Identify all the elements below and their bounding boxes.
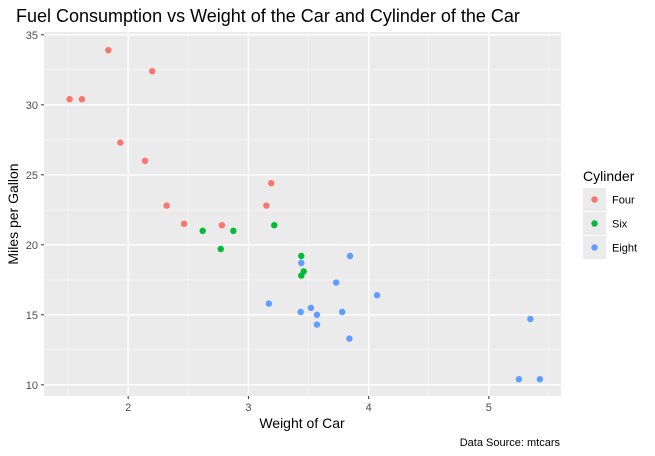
data-point-eight — [346, 252, 354, 260]
x-tick-label: 5 — [486, 402, 492, 414]
minor-gridlines — [44, 32, 561, 396]
chart-caption: Data Source: mtcars — [460, 437, 561, 449]
data-point-eight — [515, 376, 523, 383]
data-point-four — [66, 96, 73, 103]
data-point-four — [105, 47, 112, 54]
data-point-four — [263, 202, 270, 209]
legend-marker-six — [591, 220, 598, 227]
data-point-four — [268, 180, 275, 187]
data-point-eight — [536, 376, 544, 383]
data-point-four — [117, 139, 124, 146]
y-tick-label: 35 — [26, 30, 38, 42]
plot-panel — [44, 32, 561, 396]
data-point-eight — [307, 304, 315, 311]
data-point-eight — [346, 335, 353, 342]
data-point-six — [298, 272, 305, 279]
data-point-four — [141, 157, 149, 164]
major-gridlines — [44, 32, 561, 396]
legend-label-four: Four — [612, 195, 635, 207]
legend-title: Cylinder — [583, 168, 635, 184]
y-axis: 10 15 20 25 30 35 — [26, 30, 44, 392]
data-point-six — [271, 222, 278, 229]
data-point-four — [163, 202, 170, 209]
legend-marker-four — [591, 196, 598, 203]
data-point-eight — [332, 279, 340, 286]
data-point-six — [298, 252, 305, 260]
y-tick-label: 20 — [26, 240, 38, 252]
x-tick-label: 3 — [245, 402, 251, 414]
data-point-eight — [313, 311, 321, 318]
data-point-four — [78, 96, 86, 103]
data-point-eight — [313, 321, 321, 328]
data-point-eight — [298, 259, 305, 267]
x-axis-title: Weight of Car — [259, 415, 345, 431]
y-axis-title: Miles per Gallon — [5, 163, 21, 264]
data-point-four — [218, 222, 226, 229]
legend-label-eight: Eight — [612, 243, 637, 255]
legend: Cylinder Four Six Eight — [583, 168, 637, 259]
data-point-four — [180, 220, 188, 227]
data-point-eight — [338, 308, 346, 316]
legend-marker-eight — [591, 244, 598, 251]
data-point-six — [199, 227, 206, 234]
y-tick-label: 25 — [26, 170, 38, 182]
x-axis: 2 3 4 5 — [125, 396, 492, 414]
data-point-eight — [297, 308, 304, 316]
x-tick-label: 2 — [125, 402, 131, 414]
x-tick-label: 4 — [366, 402, 372, 414]
data-point-four — [149, 68, 156, 75]
y-tick-label: 15 — [26, 310, 38, 322]
data-point-eight — [373, 292, 381, 299]
data-point-six — [230, 227, 237, 234]
legend-label-six: Six — [612, 219, 628, 231]
data-points — [66, 47, 544, 383]
y-tick-label: 30 — [26, 100, 38, 112]
data-point-eight — [527, 315, 534, 323]
data-point-six — [217, 245, 224, 253]
data-point-eight — [265, 300, 273, 307]
chart-title: Fuel Consumption vs Weight of the Car an… — [16, 6, 520, 26]
y-tick-label: 10 — [26, 380, 38, 392]
